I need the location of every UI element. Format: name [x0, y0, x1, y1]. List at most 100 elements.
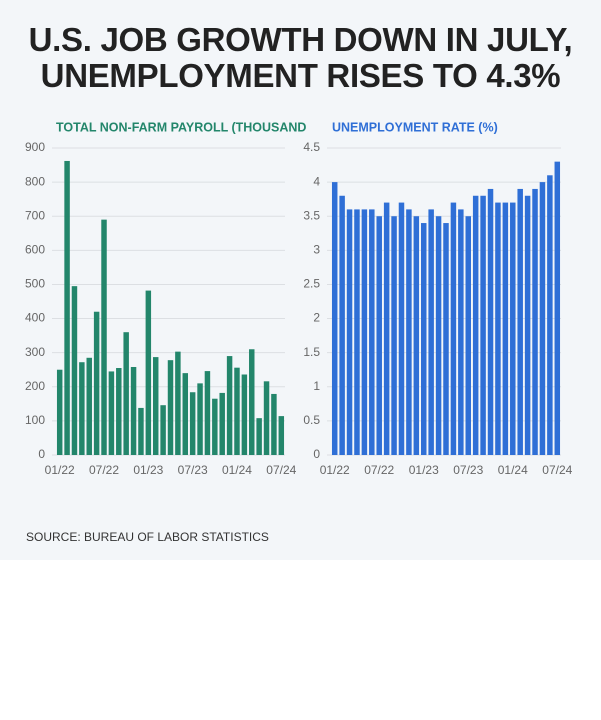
chart-title: UNEMPLOYMENT RATE (%) [332, 120, 498, 134]
bar [539, 182, 546, 455]
bar [160, 405, 166, 455]
y-tick-label: 2.5 [303, 277, 320, 291]
y-tick-label: 100 [25, 413, 45, 427]
bar [271, 393, 277, 455]
y-tick-label: 4 [313, 174, 320, 188]
bar [510, 202, 516, 455]
bar [263, 381, 270, 455]
bar [376, 216, 382, 455]
bar [406, 209, 412, 455]
y-tick-label: 400 [25, 311, 45, 325]
y-tick-label: 800 [25, 174, 45, 188]
bar [420, 223, 427, 455]
chart-title: TOTAL NON-FARM PAYROLL (THOUSANDS) [56, 120, 319, 134]
x-tick-label: 01/23 [409, 463, 439, 477]
y-tick-label: 300 [25, 345, 45, 359]
bar [331, 182, 338, 455]
bar [339, 195, 345, 455]
x-tick-label: 01/22 [320, 463, 350, 477]
x-tick-label: 07/22 [89, 463, 119, 477]
panel [0, 0, 601, 560]
bar [123, 332, 129, 455]
y-tick-label: 4.5 [303, 140, 320, 154]
bar [226, 356, 233, 455]
y-tick-label: 2 [313, 311, 320, 325]
bar [241, 374, 248, 455]
y-tick-label: 0 [313, 447, 320, 461]
bar [56, 369, 63, 455]
bar [108, 371, 115, 455]
bar [369, 209, 375, 455]
y-tick-label: 600 [25, 243, 45, 257]
bar [398, 202, 405, 455]
bar [212, 398, 218, 455]
bar [428, 209, 434, 455]
bar [465, 216, 472, 455]
bar [354, 209, 360, 455]
bar [152, 357, 159, 455]
x-tick-label: 01/24 [498, 463, 528, 477]
charts: TOTAL NON-FARM PAYROLL (THOUSANDS)010020… [25, 120, 573, 477]
bar [86, 357, 92, 455]
bar [383, 202, 390, 455]
bar [175, 351, 181, 455]
page-title: U.S. JOB GROWTH DOWN IN JULY, UNEMPLOYME… [28, 21, 573, 94]
bar [554, 161, 561, 455]
x-tick-label: 07/22 [364, 463, 394, 477]
bar [219, 392, 225, 455]
bar [249, 349, 255, 455]
y-tick-label: 1.5 [303, 345, 320, 359]
y-tick-label: 200 [25, 379, 45, 393]
x-tick-label: 07/23 [453, 463, 483, 477]
bar [502, 202, 509, 455]
bar [346, 209, 353, 455]
bar [547, 175, 553, 456]
bar [472, 195, 479, 455]
bar [145, 290, 152, 455]
bar [435, 216, 442, 455]
y-tick-label: 1 [313, 379, 320, 393]
bar [197, 383, 203, 455]
bar [487, 188, 494, 455]
bar [361, 209, 368, 455]
bar [517, 188, 523, 455]
bar [101, 219, 107, 455]
bar [234, 367, 240, 455]
x-tick-label: 01/24 [222, 463, 252, 477]
y-tick-label: 3 [313, 243, 320, 257]
bar [167, 360, 174, 455]
bar [532, 188, 538, 455]
bar [278, 416, 285, 455]
bar [182, 373, 189, 455]
bar [79, 362, 85, 455]
bar [71, 286, 78, 455]
bar [524, 195, 531, 455]
x-tick-label: 07/23 [178, 463, 208, 477]
bar [413, 216, 420, 455]
bar [458, 209, 464, 455]
y-tick-label: 0.5 [303, 413, 320, 427]
x-tick-label: 07/24 [266, 463, 296, 477]
y-tick-label: 500 [25, 277, 45, 291]
bar [450, 202, 457, 455]
y-tick-label: 0 [38, 447, 45, 461]
bar [204, 371, 211, 455]
bar [391, 216, 397, 455]
bar [256, 418, 262, 455]
x-tick-label: 07/24 [542, 463, 572, 477]
x-tick-label: 01/23 [133, 463, 163, 477]
x-tick-label: 01/22 [45, 463, 75, 477]
source-note: SOURCE: BUREAU OF LABOR STATISTICS [26, 530, 269, 544]
bar [116, 368, 122, 455]
bar [189, 392, 196, 455]
bar [480, 195, 486, 455]
bar [138, 407, 144, 455]
bar [443, 223, 449, 455]
y-tick-label: 700 [25, 208, 45, 222]
bar [93, 311, 100, 455]
bar [130, 366, 137, 455]
bar [495, 202, 501, 455]
y-tick-label: 900 [25, 140, 45, 154]
bar [64, 160, 70, 455]
